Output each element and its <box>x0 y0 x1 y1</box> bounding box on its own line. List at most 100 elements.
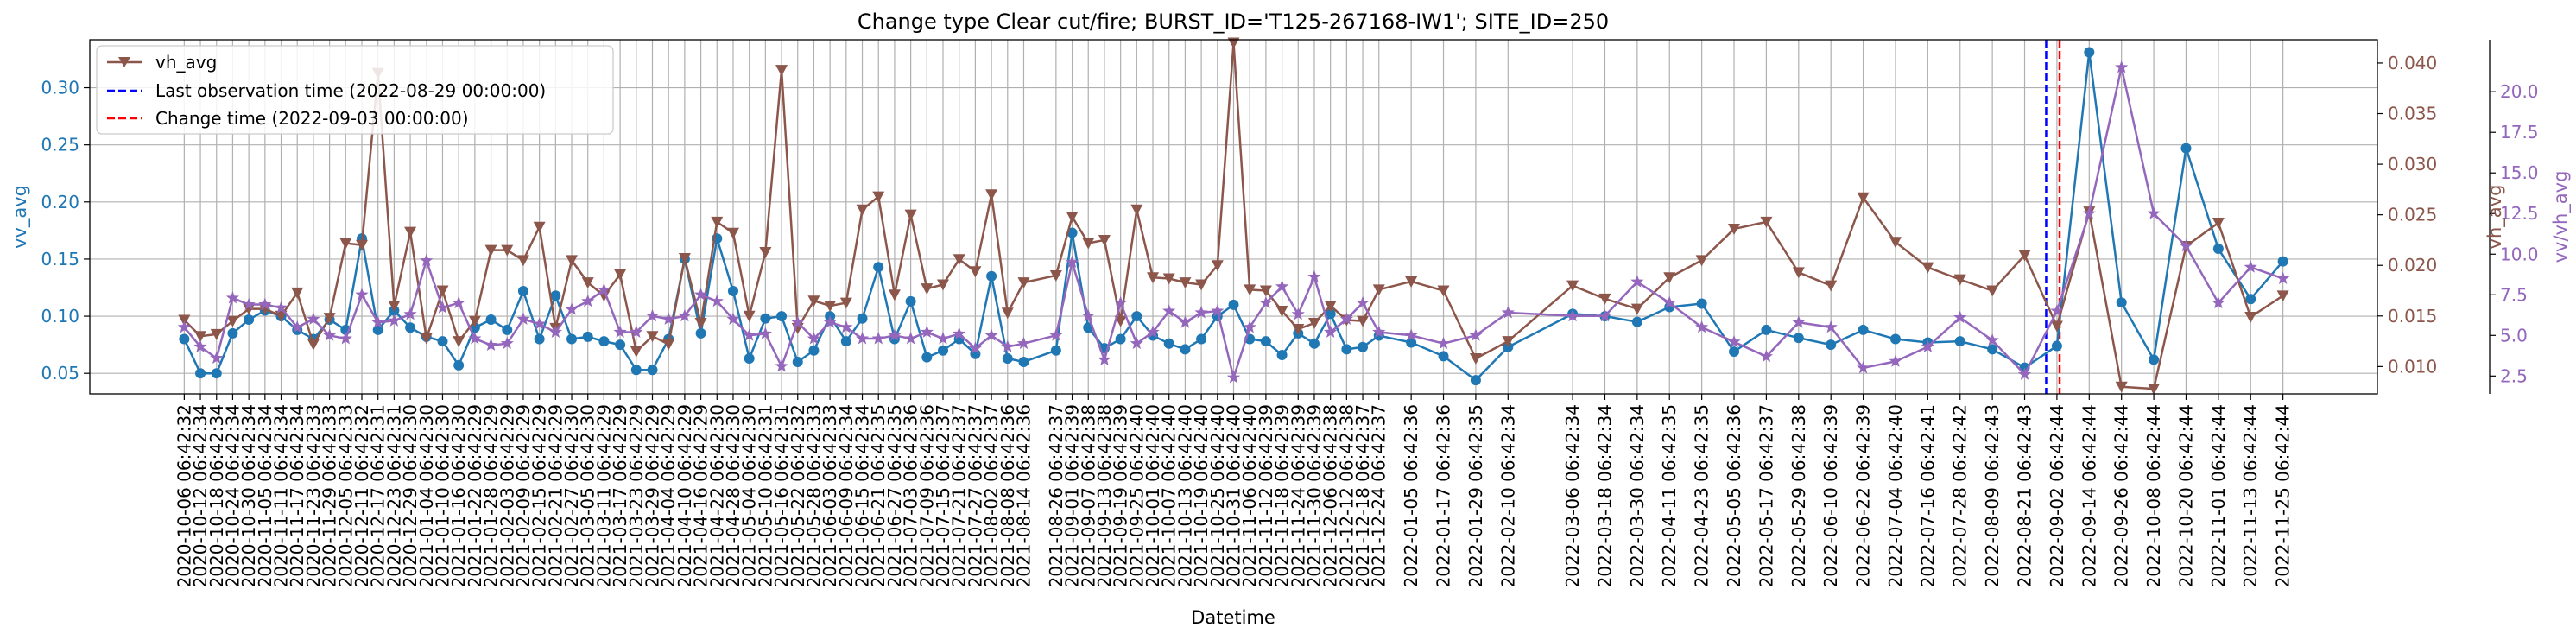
data-point-vv-vh-avg <box>387 314 401 327</box>
x-tick-label: 2022-04-23 06:42:35 <box>1692 404 1712 587</box>
data-point-vv-vh-avg <box>435 301 450 314</box>
data-point-vh-avg <box>1324 301 1337 313</box>
data-point-vh-avg <box>711 216 724 228</box>
data-point-vv-vh-avg <box>597 282 611 296</box>
data-point-vh-avg <box>2244 311 2257 323</box>
data-point-vh-avg <box>1017 277 1030 289</box>
x-tick-label: 2021-11-30 06:42:39 <box>1304 404 1325 587</box>
data-point-vv-avg <box>776 311 788 322</box>
data-point-vv-avg <box>1115 333 1126 345</box>
data-point-vv-vh-avg <box>1243 320 1256 333</box>
x-tick-label: 2022-08-21 06:42:43 <box>2015 404 2035 587</box>
y-axis-right-ratio: 2.5 5.0 7.5 10.0 12.5 15.0 17.5 20.0 <box>2489 40 2539 394</box>
data-point-vv-avg <box>808 345 820 356</box>
data-point-vv-vh-avg <box>1889 354 1902 367</box>
x-tick-label: 2021-07-03 06:42:36 <box>901 404 921 587</box>
x-tick-label: 2021-08-08 06:42:36 <box>997 404 1018 587</box>
data-point-vv-avg <box>1131 311 1142 322</box>
data-point-vv-vh-avg <box>339 332 352 345</box>
data-point-vh-avg <box>1986 285 1999 297</box>
data-point-vh-avg <box>404 226 417 238</box>
data-point-vv-vh-avg <box>1356 295 1370 309</box>
y-axis-right-ratio-label: vv/vh_avg <box>2550 171 2572 263</box>
data-point-vv-avg <box>405 322 416 333</box>
data-point-vv-vh-avg <box>2212 295 2225 309</box>
data-point-vv-vh-avg <box>1824 320 1838 333</box>
x-tick-label: 2021-04-10 06:42:29 <box>674 404 695 587</box>
data-point-vv-vh-avg <box>2082 206 2096 219</box>
data-point-vv-avg <box>1050 345 1061 356</box>
data-point-vv-avg <box>566 333 578 345</box>
x-tick-label: 2021-01-28 06:42:29 <box>481 404 502 587</box>
legend-box <box>96 45 614 135</box>
data-point-vv-vh-avg <box>533 317 547 330</box>
data-point-vv-vh-avg <box>452 295 465 309</box>
data-point-vv-avg <box>437 336 448 347</box>
data-point-vv-avg <box>938 345 949 356</box>
data-point-vh-avg <box>1082 238 1095 250</box>
data-point-vv-vh-avg <box>1259 295 1273 309</box>
data-point-vh-avg <box>1147 272 1160 284</box>
data-point-vh-avg <box>1760 216 1773 228</box>
x-tick-label: 2021-09-25 06:42:40 <box>1126 404 1147 587</box>
data-point-vv-avg <box>534 333 545 345</box>
data-point-vh-avg <box>824 301 837 313</box>
data-point-vh-avg <box>1953 274 1966 286</box>
data-point-vh-avg <box>953 254 965 266</box>
data-point-vh-avg <box>1921 262 1934 274</box>
x-tick-label: 2021-04-16 06:42:29 <box>691 404 712 587</box>
x-tick-label: 2020-11-23 06:42:33 <box>303 404 324 587</box>
data-point-vv-vh-avg <box>1324 325 1338 338</box>
data-point-vv-avg <box>485 314 497 326</box>
x-tick-label: 2021-05-10 06:42:31 <box>755 404 775 587</box>
data-point-vh-avg <box>1227 37 1240 49</box>
x-tick-label: 2021-05-04 06:42:30 <box>739 404 760 587</box>
x-tick-label: 2021-10-13 06:42:40 <box>1174 404 1195 587</box>
data-point-vh-avg <box>1292 324 1305 336</box>
x-tick-label: 2022-11-13 06:42:44 <box>2240 404 2261 587</box>
legend-item-vh-avg: vh_avg <box>107 52 217 73</box>
data-point-vh-avg <box>194 331 207 343</box>
data-point-vv-avg <box>1260 336 1271 347</box>
data-point-vv-avg <box>1163 338 1174 349</box>
data-point-vv-avg <box>179 333 190 345</box>
data-point-vv-avg <box>1196 333 1207 345</box>
y-axis-left: 0.05 0.10 0.15 0.20 0.25 0.30 <box>41 78 90 384</box>
data-point-vv-vh-avg <box>630 325 643 338</box>
data-point-vv-avg <box>1793 333 1804 344</box>
data-point-vv-vh-avg <box>1114 295 1128 309</box>
x-tick-label: 2022-03-06 06:42:34 <box>1562 404 1583 587</box>
data-point-vv-avg <box>1406 337 1417 348</box>
x-tick-label: 2021-03-17 06:42:29 <box>610 404 630 587</box>
data-point-vv-vh-avg <box>258 297 272 311</box>
x-tick-label: 2020-12-23 06:42:31 <box>383 404 404 587</box>
x-tick-label: 2021-05-28 06:42:33 <box>803 404 824 587</box>
data-point-vv-vh-avg <box>1291 307 1305 320</box>
data-point-vv-vh-avg <box>953 327 966 339</box>
data-point-vv-avg <box>727 285 738 296</box>
data-point-vh-avg <box>2050 320 2063 333</box>
data-point-vv-vh-avg <box>1953 310 1967 324</box>
data-point-vh-avg <box>921 283 934 295</box>
x-tick-label: 2022-01-17 06:42:36 <box>1434 404 1454 587</box>
y-left-tick-label: 0.20 <box>41 192 79 212</box>
data-point-vh-avg <box>1502 336 1515 348</box>
data-point-vh-avg <box>210 328 223 340</box>
legend-label-change-time: Change time (2022-09-03 00:00:00) <box>155 108 469 129</box>
x-tick-label: 2021-02-27 06:42:30 <box>561 404 582 587</box>
data-point-vv-vh-avg <box>1081 308 1095 322</box>
x-tick-label: 2021-12-12 06:42:38 <box>1336 404 1357 587</box>
data-point-vv-vh-avg <box>613 325 627 338</box>
data-point-vh-avg <box>323 313 336 325</box>
data-point-vh-avg <box>436 285 449 297</box>
x-tick-label: 2021-10-31 06:42:40 <box>1224 404 1244 587</box>
data-point-vv-vh-avg <box>726 312 740 325</box>
data-point-vv-avg <box>2277 256 2288 267</box>
data-point-vv-vh-avg <box>484 338 498 352</box>
data-point-vv-avg <box>598 336 610 347</box>
data-point-vv-avg <box>195 368 206 379</box>
x-tick-label: 2022-08-09 06:42:43 <box>1982 404 2003 587</box>
data-point-vh-avg <box>888 289 901 301</box>
data-point-vh-avg <box>694 318 707 329</box>
